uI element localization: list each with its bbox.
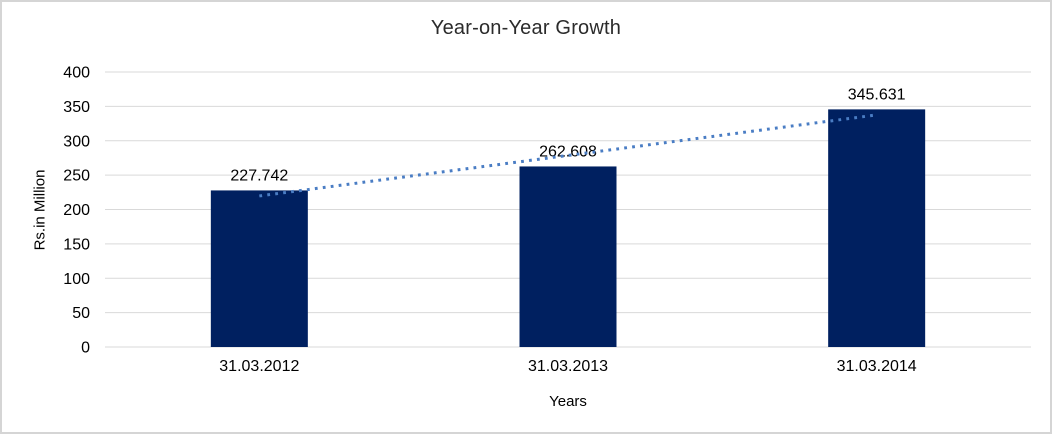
bar	[828, 109, 926, 347]
y-tick-label: 50	[72, 305, 90, 322]
data-label: 227.742	[230, 167, 288, 184]
bar	[210, 190, 308, 347]
y-tick-label: 150	[63, 236, 90, 253]
y-tick-label: 0	[81, 340, 90, 357]
y-tick-label: 350	[63, 99, 90, 116]
data-label: 262.608	[539, 143, 597, 160]
bar	[519, 166, 617, 347]
x-axis-title: Years	[549, 393, 587, 410]
y-tick-label: 200	[63, 202, 90, 219]
y-tick-label: 400	[63, 65, 90, 82]
x-tick-label: 31.03.2014	[837, 358, 917, 375]
x-tick-label: 31.03.2013	[528, 358, 608, 375]
y-tick-label: 250	[63, 168, 90, 185]
x-tick-label: 31.03.2012	[219, 358, 299, 375]
data-label: 345.631	[848, 86, 906, 103]
y-tick-label: 300	[63, 133, 90, 150]
chart-title: Year-on-Year Growth	[430, 17, 622, 39]
y-tick-label: 100	[63, 271, 90, 288]
y-axis-title: Rs.in Million	[31, 169, 49, 251]
